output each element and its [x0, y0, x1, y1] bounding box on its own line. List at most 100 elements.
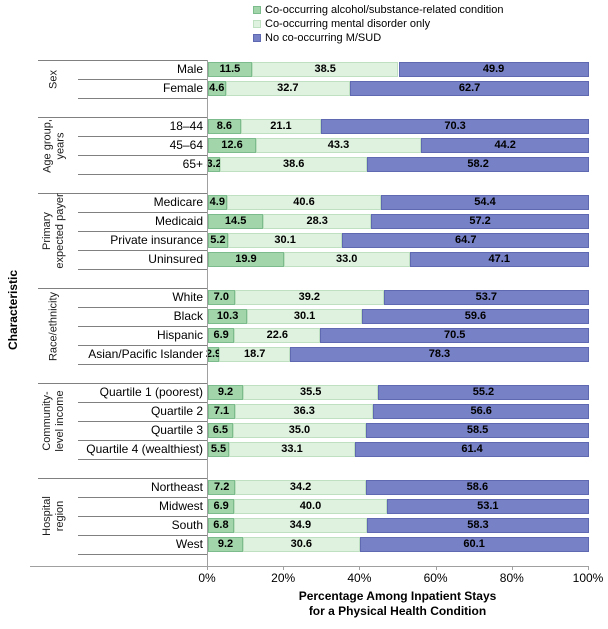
- bar-value-label: 70.3: [444, 120, 466, 132]
- legend-label: No co-occurring M/SUD: [265, 32, 382, 44]
- bar-value-label: 55.2: [472, 386, 495, 398]
- legend-swatch-mental-icon: [253, 20, 261, 28]
- legend-swatch-none-icon: [253, 34, 261, 42]
- bar-segment: [208, 157, 221, 172]
- bar-value-label: 33.1: [281, 443, 303, 455]
- bar-segment: [366, 518, 589, 533]
- bar-value-label: 39.2: [298, 291, 321, 303]
- bar-segment: [398, 62, 589, 77]
- bar-value-label: 3.2: [206, 158, 222, 170]
- bar-value-label: 6.8: [213, 519, 229, 531]
- group-axis-label: Age group, years: [41, 118, 66, 173]
- bar-value-label: 59.6: [464, 310, 487, 322]
- row-divider: [78, 155, 207, 156]
- bar-segment: [219, 347, 291, 362]
- bar-segment: [208, 62, 252, 77]
- bar-value-label: 6.9: [213, 329, 229, 341]
- bar-value-label: 57.2: [469, 215, 491, 227]
- bar-segment: [384, 290, 589, 305]
- row-label: Hispanic: [156, 328, 203, 342]
- row-divider: [78, 345, 207, 346]
- bar-segment: [232, 423, 367, 438]
- x-tick: [588, 566, 589, 570]
- bar-value-label: 12.6: [221, 139, 243, 151]
- bar-value-label: 58.2: [467, 158, 489, 170]
- bar-value-label: 30.1: [274, 234, 296, 246]
- bar-value-label: 44.2: [494, 139, 516, 151]
- row-divider: [78, 326, 207, 327]
- x-tick-label: 100%: [572, 571, 604, 585]
- row-label: Private insurance: [110, 233, 203, 247]
- legend-item-none: No co-occurring M/SUD: [253, 31, 503, 45]
- bar-value-label: 9.2: [217, 538, 234, 550]
- bar-value-label: 7.1: [213, 405, 230, 417]
- bar-segment: [208, 480, 236, 495]
- group-axis-label: Primary expected payer: [41, 193, 66, 269]
- bar-value-label: 5.5: [210, 443, 227, 455]
- bar-value-label: 58.5: [466, 424, 489, 436]
- bar-value-label: 38.5: [314, 63, 336, 75]
- bar-segment: [361, 309, 589, 324]
- bar-value-label: 30.6: [290, 538, 313, 550]
- bar-segment: [208, 195, 227, 210]
- bar-segment: [409, 252, 589, 267]
- row-divider: [78, 459, 207, 460]
- row-label: Quartile 1 (poorest): [99, 385, 203, 399]
- bar-segment: [208, 309, 248, 324]
- bar-value-label: 21.1: [270, 120, 292, 132]
- bar-segment: [378, 385, 589, 400]
- legend-item-mental: Co-occurring mental disorder only: [253, 17, 503, 31]
- group-axis-label: Sex: [47, 69, 60, 89]
- bar-segment: [355, 442, 589, 457]
- bar-segment: [359, 537, 589, 552]
- bar-segment: [373, 404, 589, 419]
- x-tick-label: 20%: [271, 571, 296, 585]
- bar-value-label: 47.1: [488, 253, 510, 265]
- bar-value-label: 60.1: [463, 538, 485, 550]
- x-tick: [283, 566, 285, 570]
- bar-segment: [234, 328, 321, 343]
- bar-value-label: 40.0: [299, 500, 322, 512]
- bar-segment: [366, 423, 589, 438]
- legend-label: Co-occurring alcohol/substance-related c…: [265, 4, 504, 16]
- legend-label: Co-occurring mental disorder only: [265, 18, 431, 30]
- row-label: Black: [173, 309, 203, 323]
- row-divider: [78, 421, 207, 422]
- bar-value-label: 2.9: [205, 348, 222, 360]
- bar-value-label: 54.4: [474, 196, 496, 208]
- bar-value-label: 6.9: [213, 500, 229, 512]
- bar-segment: [233, 518, 367, 533]
- row-label: Northeast: [150, 480, 203, 494]
- bar-segment: [225, 81, 351, 96]
- x-tick: [359, 566, 361, 570]
- bar-segment: [235, 480, 366, 495]
- x-axis-title-line2: for a Physical Health Condition: [308, 604, 487, 618]
- bar-value-label: 40.6: [293, 196, 315, 208]
- bar-segment: [208, 290, 235, 305]
- row-divider: [78, 212, 207, 213]
- bar-segment: [386, 499, 589, 514]
- group-divider: [38, 117, 207, 118]
- bar-value-label: 49.9: [482, 63, 505, 75]
- bar-segment: [290, 347, 589, 362]
- row-label: Asian/Pacific Islander: [88, 347, 203, 361]
- row-label: Quartile 3: [150, 423, 203, 437]
- group-axis-label: Race/ethnicity: [47, 291, 60, 361]
- bar-segment: [208, 233, 228, 248]
- bar-segment: [243, 385, 379, 400]
- bar-value-label: 35.0: [288, 424, 311, 436]
- x-tick: [207, 566, 208, 570]
- bar-segment: [220, 157, 368, 172]
- bar-value-label: 70.5: [443, 329, 466, 341]
- x-tick-label: 80%: [499, 571, 524, 585]
- bar-value-label: 56.6: [470, 405, 492, 417]
- row-label: Uninsured: [148, 252, 203, 266]
- bar-segment: [208, 537, 244, 552]
- row-label: Midwest: [158, 499, 203, 513]
- bar-segment: [208, 499, 235, 514]
- bar-value-label: 34.9: [289, 519, 312, 531]
- bar-value-label: 18.7: [243, 348, 266, 360]
- bar-value-label: 4.9: [209, 196, 225, 208]
